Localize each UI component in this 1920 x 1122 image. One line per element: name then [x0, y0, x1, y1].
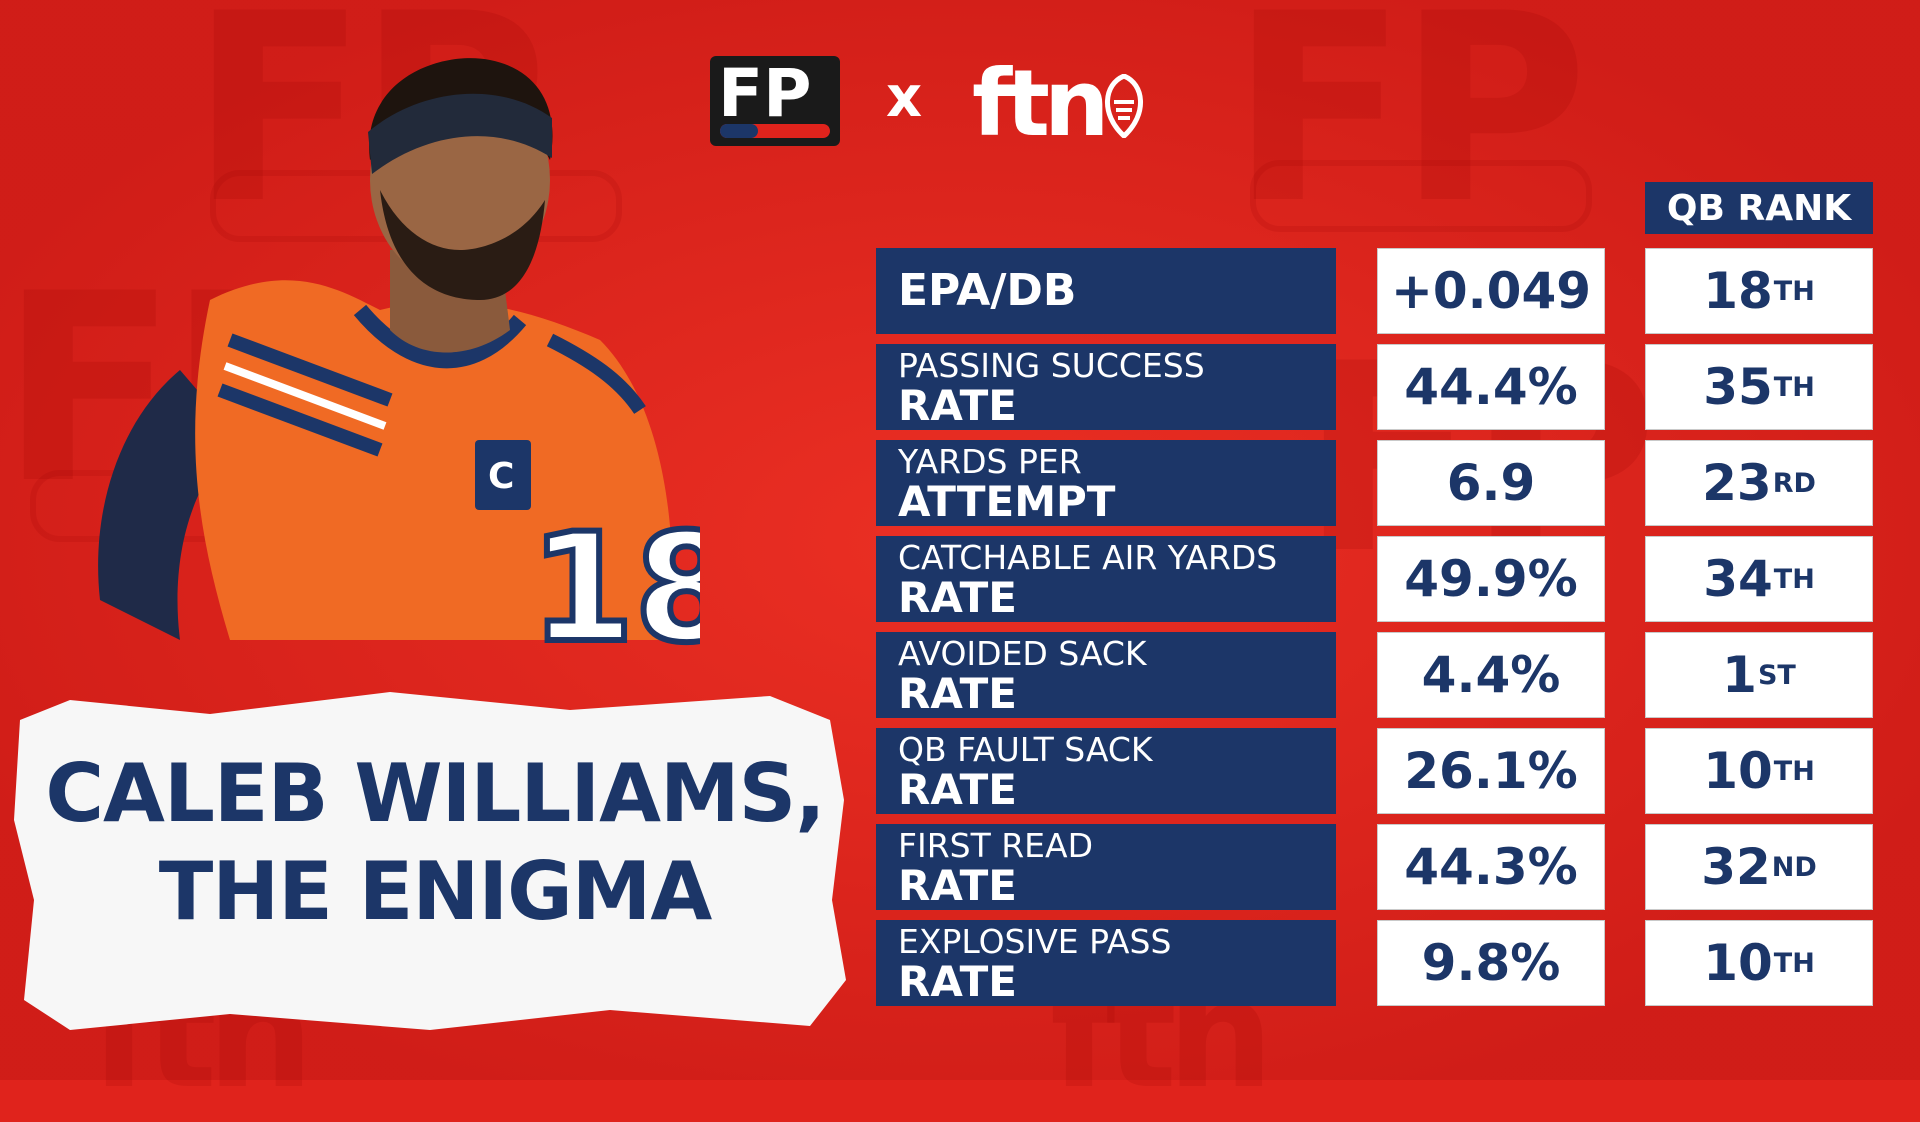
rank-number: 35: [1703, 358, 1773, 416]
watermark-bar-2: [1250, 160, 1592, 232]
rank-suffix: TH: [1773, 755, 1815, 787]
stat-rank: 18 TH: [1645, 248, 1873, 334]
player-photo: C 18: [98, 58, 700, 679]
stat-label-top: AVOIDED SACK: [898, 634, 1147, 673]
watermark-fp-2: FP: [1230, 0, 1588, 261]
svg-text:C: C: [488, 456, 514, 497]
svg-text:18: 18: [530, 502, 700, 676]
rank-number: 10: [1703, 742, 1773, 800]
stat-label: AVOIDED SACK RATE: [876, 632, 1336, 718]
stat-label-main: RATE: [898, 669, 1017, 718]
stat-label-top: EXPLOSIVE PASS: [898, 922, 1172, 961]
stat-label-main: RATE: [898, 573, 1017, 622]
stat-label: EPA/DB: [876, 248, 1336, 334]
rank-suffix: TH: [1773, 563, 1815, 595]
stat-label-main: RATE: [898, 381, 1017, 430]
stat-rank: 35 TH: [1645, 344, 1873, 430]
stat-label: QB FAULT SACK RATE: [876, 728, 1336, 814]
stat-rank: 10 TH: [1645, 920, 1873, 1006]
stat-label-main: ATTEMPT: [898, 477, 1116, 526]
stat-label-top: QB FAULT SACK: [898, 730, 1153, 769]
stat-value: 44.3%: [1377, 824, 1605, 910]
rank-number: 32: [1701, 838, 1771, 896]
rank-suffix: RD: [1772, 467, 1816, 499]
stat-row: EXPLOSIVE PASS RATE 9.8% 10 TH: [876, 920, 1876, 1006]
qb-rank-header: QB RANK: [1645, 182, 1873, 234]
stat-rank: 10 TH: [1645, 728, 1873, 814]
stat-row: FIRST READ RATE 44.3% 32 ND: [876, 824, 1876, 910]
ftn-logo: ftn: [972, 50, 1109, 157]
rank-suffix: TH: [1773, 371, 1815, 403]
fp-logo-text: FP: [718, 56, 811, 132]
stat-label-main: RATE: [898, 957, 1017, 1006]
rank-suffix: ND: [1771, 851, 1817, 883]
stat-row: PASSING SUCCESS RATE 44.4% 35 TH: [876, 344, 1876, 430]
stat-value: 44.4%: [1377, 344, 1605, 430]
stat-label: CATCHABLE AIR YARDS RATE: [876, 536, 1336, 622]
stat-rank: 32 ND: [1645, 824, 1873, 910]
stat-value: 49.9%: [1377, 536, 1605, 622]
logo-separator: x: [886, 65, 923, 130]
football-icon: [1105, 74, 1143, 138]
stat-rank: 34 TH: [1645, 536, 1873, 622]
stat-label: YARDS PER ATTEMPT: [876, 440, 1336, 526]
stat-value: 4.4%: [1377, 632, 1605, 718]
stat-row: YARDS PER ATTEMPT 6.9 23 RD: [876, 440, 1876, 526]
stat-row: QB FAULT SACK RATE 26.1% 10 TH: [876, 728, 1876, 814]
stat-label-top: FIRST READ: [898, 826, 1094, 865]
headline-line-1: CALEB WILLIAMS,: [45, 747, 825, 840]
stat-label: PASSING SUCCESS RATE: [876, 344, 1336, 430]
title-panel: [14, 692, 846, 1030]
stat-label-top: CATCHABLE AIR YARDS: [898, 538, 1278, 577]
stat-row: EPA/DB +0.049 18 TH: [876, 248, 1876, 334]
stat-value: 26.1%: [1377, 728, 1605, 814]
headline-line-2: THE ENIGMA: [158, 845, 713, 938]
stat-label-main: RATE: [898, 861, 1017, 910]
stat-label-top: YARDS PER: [898, 442, 1082, 481]
stat-value: 9.8%: [1377, 920, 1605, 1006]
rank-number: 10: [1703, 934, 1773, 992]
stat-label-main: RATE: [898, 765, 1017, 814]
rank-number: 18: [1703, 262, 1773, 320]
rank-suffix: TH: [1773, 947, 1815, 979]
stat-row: CATCHABLE AIR YARDS RATE 49.9% 34 TH: [876, 536, 1876, 622]
stat-rank: 23 RD: [1645, 440, 1873, 526]
headline: CALEB WILLIAMS, THE ENIGMA: [40, 745, 830, 941]
stat-rank: 1 ST: [1645, 632, 1873, 718]
stat-label-main: EPA/DB: [898, 265, 1077, 316]
stat-label-top: PASSING SUCCESS: [898, 346, 1205, 385]
rank-number: 34: [1703, 550, 1773, 608]
rank-suffix: TH: [1773, 275, 1815, 307]
stat-value: +0.049: [1377, 248, 1605, 334]
stat-label: FIRST READ RATE: [876, 824, 1336, 910]
rank-number: 1: [1722, 646, 1757, 704]
rank-number: 23: [1702, 454, 1772, 512]
stat-label: EXPLOSIVE PASS RATE: [876, 920, 1336, 1006]
stat-row: AVOIDED SACK RATE 4.4% 1 ST: [876, 632, 1876, 718]
rank-suffix: ST: [1757, 659, 1796, 691]
stat-value: 6.9: [1377, 440, 1605, 526]
stats-table: EPA/DB +0.049 18 TH PASSING SUCCESS RATE …: [876, 248, 1876, 1016]
fp-logo: FP: [710, 56, 840, 146]
